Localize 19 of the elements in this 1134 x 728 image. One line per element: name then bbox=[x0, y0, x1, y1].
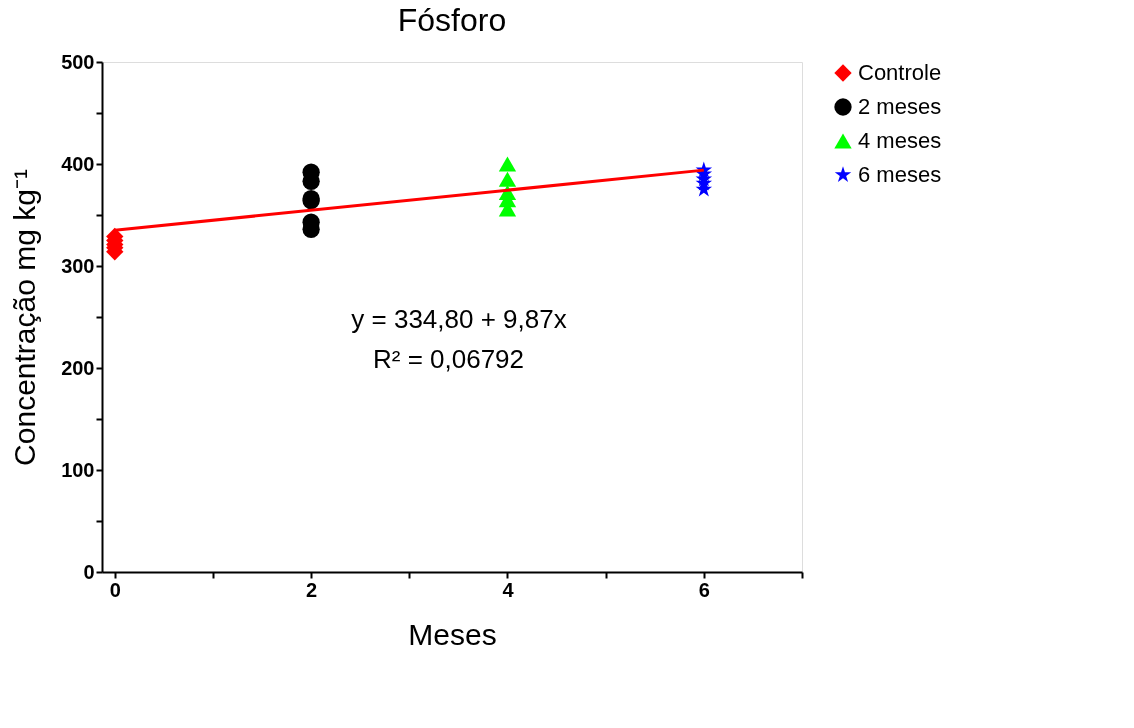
legend-label: 6 meses bbox=[858, 162, 942, 187]
y-tick-label: 100 bbox=[61, 458, 95, 481]
legend-label: 2 meses bbox=[858, 94, 942, 119]
y-tick-label: 400 bbox=[61, 152, 95, 175]
x-tick-label: 0 bbox=[109, 578, 121, 601]
y-tick-label: 200 bbox=[61, 356, 95, 379]
annotation: y = 334,80 + 9,87x bbox=[351, 303, 567, 334]
y-axis-title: Concentração mg kg⁻¹ bbox=[8, 169, 42, 466]
x-tick-label: 4 bbox=[502, 578, 515, 601]
x-tick-label: 2 bbox=[306, 578, 318, 601]
annotation: R² = 0,06792 bbox=[372, 344, 525, 375]
y-tick-label: 0 bbox=[83, 560, 95, 583]
x-tick-label: 6 bbox=[698, 578, 710, 601]
x-axis-title: Meses bbox=[408, 617, 497, 651]
legend-label: 4 meses bbox=[858, 128, 942, 153]
legend-label: Controle bbox=[858, 60, 942, 85]
y-tick-label: 500 bbox=[61, 50, 95, 73]
chart-title: Fósforo bbox=[397, 2, 507, 38]
y-tick-label: 300 bbox=[61, 254, 95, 277]
